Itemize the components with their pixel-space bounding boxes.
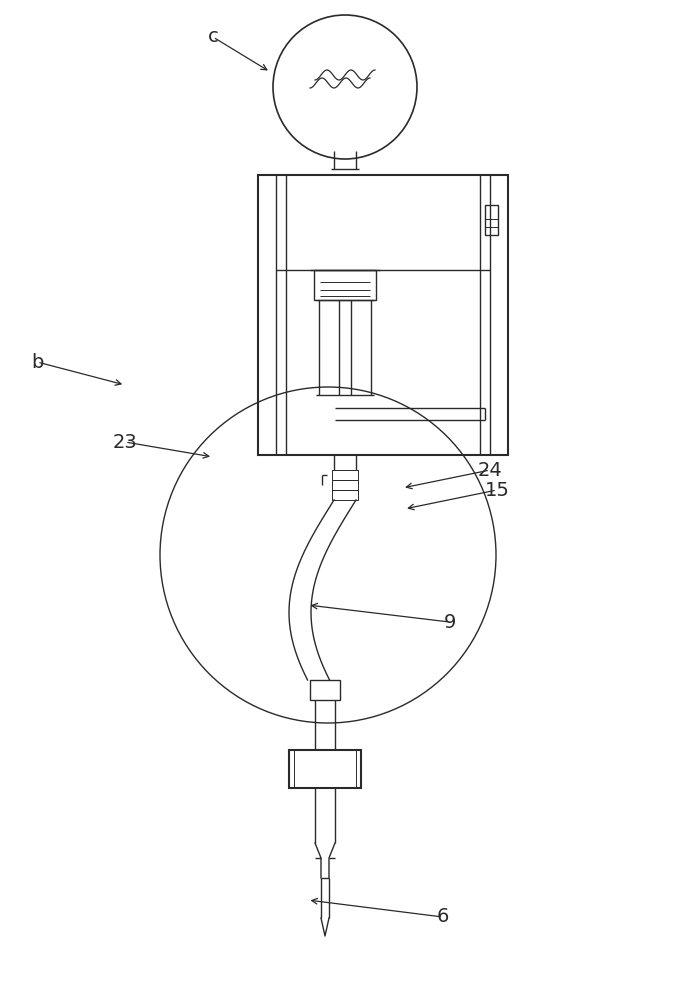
Bar <box>258 175 508 455</box>
Bar <box>314 270 376 300</box>
Text: c: c <box>208 27 218 46</box>
Text: 23: 23 <box>113 432 137 452</box>
Text: b: b <box>31 353 43 371</box>
Bar <box>332 490 358 500</box>
Text: 6: 6 <box>437 908 449 926</box>
Bar <box>485 205 498 235</box>
Bar <box>310 680 340 700</box>
Text: 9: 9 <box>443 612 456 632</box>
Bar <box>332 480 358 490</box>
Bar <box>332 470 358 480</box>
Bar <box>289 750 361 788</box>
Text: 24: 24 <box>478 460 502 480</box>
Text: 15: 15 <box>485 481 509 499</box>
